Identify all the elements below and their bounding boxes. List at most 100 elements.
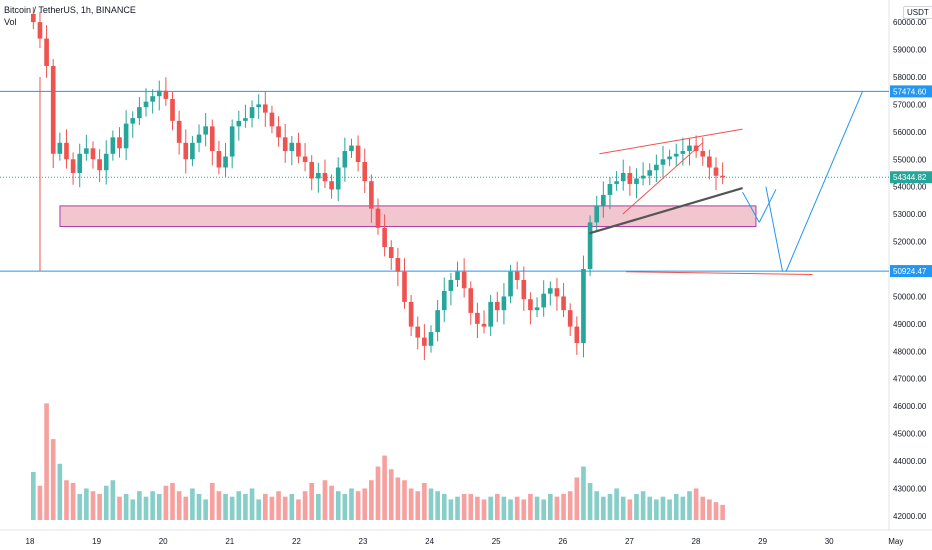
volume-bar-64 xyxy=(455,496,460,520)
volume-bar-35 xyxy=(262,493,268,520)
volume-bar-34 xyxy=(256,499,262,520)
candle-body-2 xyxy=(44,38,49,67)
candle-body-36 xyxy=(269,112,275,127)
symbol-title: Bitcoin / TetherUS, 1h, BINANCE xyxy=(4,5,136,15)
price-label-1: 54344.82 xyxy=(893,173,927,182)
volume-bar-59 xyxy=(422,482,427,520)
volume-bar-88 xyxy=(614,488,619,520)
y-tick-label-8: 52000.00 xyxy=(893,238,927,247)
arrow-path-4 xyxy=(785,91,863,272)
volume-bar-80 xyxy=(561,493,566,520)
volume-bar-19 xyxy=(156,493,162,520)
volume-bar-8 xyxy=(84,488,89,520)
volume-bar-87 xyxy=(607,493,613,520)
volume-bar-0 xyxy=(31,471,36,520)
volume-bar-23 xyxy=(183,496,189,520)
volume-bar-10 xyxy=(97,493,102,520)
y-tick-label-2: 58000.00 xyxy=(893,73,927,82)
candle-body-76 xyxy=(534,307,540,311)
candle-body-91 xyxy=(634,178,639,184)
volume-bar-72 xyxy=(508,499,513,520)
candle-body-85 xyxy=(594,205,600,223)
volume-bar-43 xyxy=(316,493,321,520)
volume-bar-102 xyxy=(707,499,712,520)
candle-body-70 xyxy=(494,301,500,311)
candle-body-86 xyxy=(601,194,606,206)
wedge-upper-line xyxy=(599,128,743,155)
volume-bar-32 xyxy=(243,493,248,520)
candle-body-63 xyxy=(448,279,454,291)
arrow-path-1 xyxy=(742,191,760,223)
x-tick-label-1: 19 xyxy=(92,537,101,546)
volume-bar-91 xyxy=(634,493,639,520)
price-label-bg-2 xyxy=(890,265,932,278)
price-label-bg-1 xyxy=(890,171,932,184)
volume-bar-100 xyxy=(693,488,699,520)
candle-body-103 xyxy=(713,167,719,176)
candle-body-31 xyxy=(236,120,242,127)
candle-body-99 xyxy=(687,145,692,152)
candle-body-13 xyxy=(117,137,122,149)
volume-bar-11 xyxy=(103,485,109,520)
y-tick-label-3: 57000.00 xyxy=(893,100,927,109)
volume-bar-79 xyxy=(554,496,560,520)
x-tick-label-13: May xyxy=(888,537,903,546)
candle-body-65 xyxy=(461,271,467,289)
candle-body-21 xyxy=(170,98,175,121)
volume-bar-26 xyxy=(203,499,208,520)
candle-body-11 xyxy=(103,153,109,171)
candle-body-24 xyxy=(190,142,195,160)
volume-bar-5 xyxy=(64,480,69,520)
volume-bar-27 xyxy=(209,482,215,520)
candle-body-4 xyxy=(57,142,63,154)
x-tick-label-4: 22 xyxy=(292,537,301,546)
volume-bar-65 xyxy=(461,493,467,520)
candle-body-72 xyxy=(508,271,513,297)
candle-body-40 xyxy=(296,142,301,157)
currency-badge[interactable]: USDT xyxy=(903,6,932,19)
y-tick-label-14: 46000.00 xyxy=(893,402,927,411)
volume-bar-28 xyxy=(216,491,222,520)
volume-bar-2 xyxy=(44,403,49,520)
x-tick-label-10: 28 xyxy=(692,537,701,546)
support-trendline xyxy=(589,187,743,235)
volume-bar-31 xyxy=(236,491,242,520)
volume-bar-68 xyxy=(481,499,487,520)
volume-indicator-label: Vol xyxy=(4,17,17,27)
volume-bar-17 xyxy=(143,496,149,520)
volume-bar-45 xyxy=(329,485,334,520)
y-tick-label-10: 50000.00 xyxy=(893,292,927,301)
volume-bar-4 xyxy=(57,463,63,520)
volume-bar-96 xyxy=(667,499,672,520)
volume-bar-40 xyxy=(296,499,301,520)
volume-bar-93 xyxy=(647,496,653,520)
volume-bar-24 xyxy=(190,488,195,520)
volume-bar-7 xyxy=(77,493,83,520)
candle-body-93 xyxy=(647,170,653,176)
candle-body-95 xyxy=(660,159,666,165)
candle-body-97 xyxy=(673,153,679,157)
candle-body-55 xyxy=(395,258,401,272)
arrow-path-2 xyxy=(758,189,777,223)
x-tick-label-9: 27 xyxy=(625,537,634,546)
price-label-0: 57474.60 xyxy=(893,87,927,96)
candle-body-3 xyxy=(50,66,56,154)
candle-body-49 xyxy=(355,145,361,163)
volume-bar-49 xyxy=(355,491,361,520)
volume-bar-6 xyxy=(70,482,76,520)
volume-bar-3 xyxy=(50,439,56,520)
candle-body-51 xyxy=(369,181,374,209)
volume-bar-18 xyxy=(150,491,155,520)
candle-body-44 xyxy=(322,172,328,182)
candle-body-79 xyxy=(554,288,560,297)
candle-body-22 xyxy=(176,120,182,143)
volume-bar-86 xyxy=(601,496,606,520)
volume-bar-41 xyxy=(302,491,308,520)
candle-body-25 xyxy=(196,134,202,143)
volume-bar-54 xyxy=(388,469,394,520)
volume-bar-63 xyxy=(448,499,454,520)
volume-bar-47 xyxy=(342,493,348,520)
volume-bar-75 xyxy=(528,493,533,520)
candle-body-38 xyxy=(282,137,288,152)
